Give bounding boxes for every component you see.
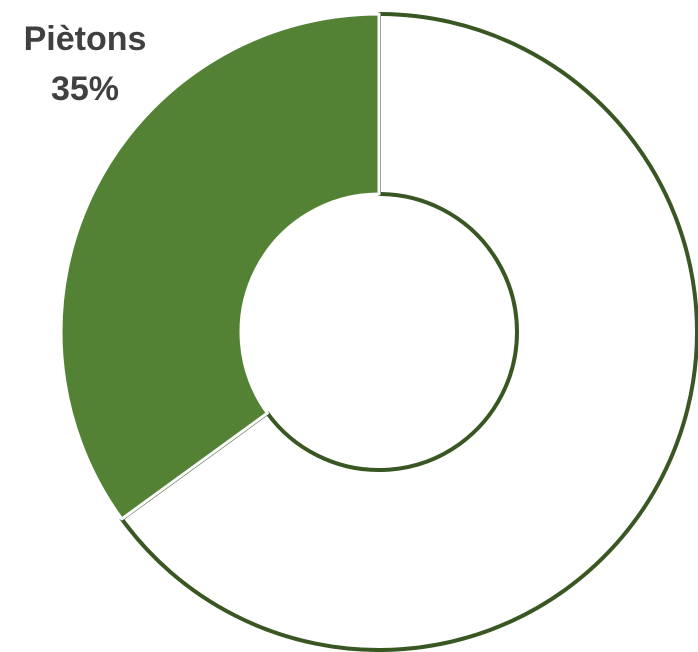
donut-slice-remainder [119, 12, 698, 652]
slice-category-label: Piètons [23, 20, 147, 58]
donut-slice-pi-tons [59, 12, 381, 521]
slice-value-label: 35% [50, 70, 120, 108]
slice-label-pietons: Piètons 35% [0, 14, 170, 114]
